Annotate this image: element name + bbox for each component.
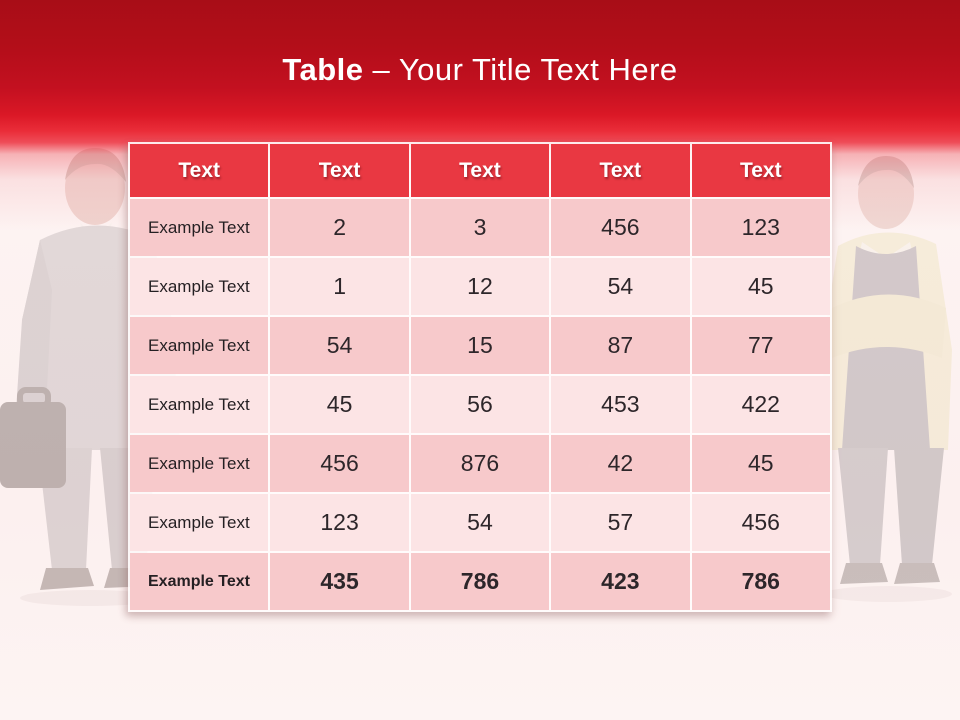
- cell-value: 54: [551, 258, 690, 315]
- title-text: – Your Title Text Here: [372, 52, 678, 87]
- cell-value: 456: [270, 435, 409, 492]
- table-row: Example Text 2 3 456 123: [130, 199, 830, 256]
- cell-value: 1: [270, 258, 409, 315]
- slide-title: Table – Your Title Text Here: [0, 52, 960, 88]
- cell-value: 57: [551, 494, 690, 551]
- cell-value: 54: [270, 317, 409, 374]
- row-label: Example Text: [130, 376, 269, 433]
- table-row: Example Text 54 15 87 77: [130, 317, 830, 374]
- table-row: Example Text 1 12 54 45: [130, 258, 830, 315]
- row-label: Example Text: [130, 494, 269, 551]
- cell-value: 876: [410, 435, 550, 492]
- cell-value: 456: [691, 494, 830, 551]
- cell-value: 3: [410, 199, 550, 256]
- cell-value: 786: [691, 553, 830, 610]
- table-header-row: Text Text Text Text Text: [130, 144, 830, 197]
- cell-value: 45: [270, 376, 409, 433]
- data-table: Text Text Text Text Text Example Text 2 …: [128, 142, 832, 612]
- column-header: Text: [691, 144, 830, 197]
- cell-value: 2: [270, 199, 409, 256]
- row-label: Example Text: [130, 435, 269, 492]
- businessman-right-image: [822, 156, 952, 602]
- table-total-row: Example Text 435 786 423 786: [130, 553, 830, 610]
- cell-value: 54: [410, 494, 550, 551]
- cell-value: 123: [270, 494, 409, 551]
- cell-value: 56: [410, 376, 550, 433]
- column-header: Text: [551, 144, 690, 197]
- cell-value: 786: [410, 553, 550, 610]
- cell-value: 77: [691, 317, 830, 374]
- cell-value: 423: [551, 553, 690, 610]
- column-header: Text: [410, 144, 550, 197]
- column-header: Text: [270, 144, 409, 197]
- table-row: Example Text 45 56 453 422: [130, 376, 830, 433]
- cell-value: 42: [551, 435, 690, 492]
- cell-value: 12: [410, 258, 550, 315]
- title-keyword: Table: [282, 52, 364, 87]
- cell-value: 15: [410, 317, 550, 374]
- table-row: Example Text 123 54 57 456: [130, 494, 830, 551]
- table-row: Example Text 456 876 42 45: [130, 435, 830, 492]
- row-label: Example Text: [130, 317, 269, 374]
- cell-value: 453: [551, 376, 690, 433]
- cell-value: 45: [691, 258, 830, 315]
- row-label: Example Text: [130, 258, 269, 315]
- cell-value: 422: [691, 376, 830, 433]
- row-label: Example Text: [130, 553, 269, 610]
- column-header: Text: [130, 144, 269, 197]
- cell-value: 123: [691, 199, 830, 256]
- cell-value: 45: [691, 435, 830, 492]
- row-label: Example Text: [130, 199, 269, 256]
- cell-value: 456: [551, 199, 690, 256]
- cell-value: 87: [551, 317, 690, 374]
- cell-value: 435: [270, 553, 409, 610]
